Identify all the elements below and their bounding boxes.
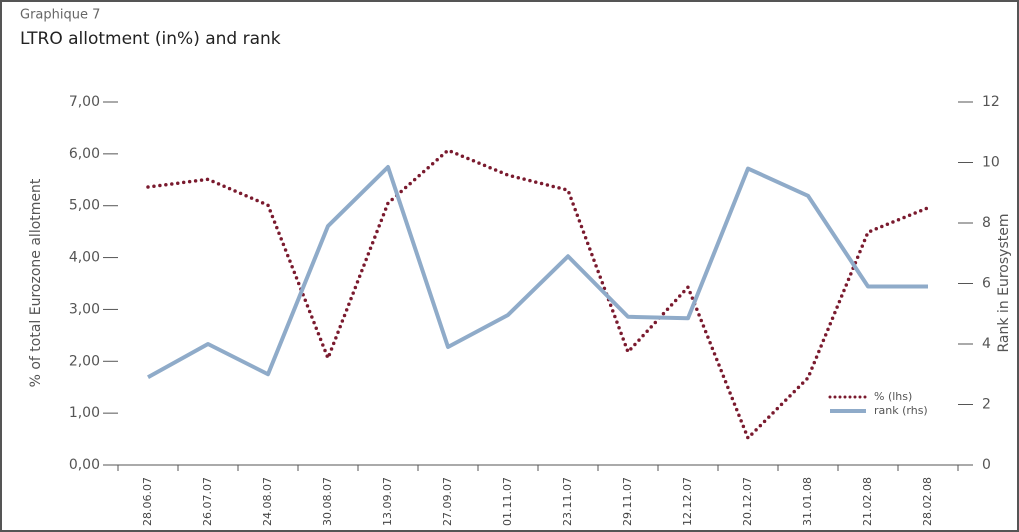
y2-tick-label: 0	[982, 457, 991, 473]
y2-tick-label: 12	[982, 94, 1000, 110]
y-tick-label: 2,00	[69, 353, 100, 369]
x-tick-label: 27.09.07	[441, 477, 454, 526]
y2-axis-label: Rank in Eurosystem	[996, 214, 1012, 353]
series-line	[147, 165, 928, 380]
chart-title: LTRO allotment (in%) and rank	[20, 29, 281, 49]
y-tick-label: 1,00	[69, 405, 100, 421]
x-tick-label: 01.11.07	[501, 477, 514, 526]
x-tick-label: 21.02.08	[861, 477, 874, 526]
x-tick-label: 12.12.07	[681, 477, 694, 526]
y-tick-label: 0,00	[69, 457, 100, 473]
y2-tick-label: 2	[982, 397, 991, 413]
x-tick-label: 13.09.07	[381, 477, 394, 526]
x-tick-label: 26.07.07	[201, 477, 214, 526]
x-tick-label: 29.11.07	[621, 477, 634, 526]
x-tick-label: 20.12.07	[741, 477, 754, 526]
x-tick-label: 23.11.07	[561, 477, 574, 526]
chart-kicker: Graphique 7	[20, 8, 100, 23]
y-tick-label: 6,00	[69, 146, 100, 162]
y2-tick-label: 6	[982, 276, 991, 292]
y2-tick-label: 8	[982, 215, 991, 231]
y-tick-label: 4,00	[69, 250, 100, 266]
y-tick-label: 5,00	[69, 198, 100, 214]
x-tick-label: 24.08.07	[261, 477, 274, 526]
y-axis-label: % of total Eurozone allotment	[28, 178, 44, 387]
legend-label: rank (rhs)	[874, 404, 928, 417]
y2-tick-label: 4	[982, 336, 991, 352]
y-tick-label: 7,00	[69, 94, 100, 110]
x-tick-label: 30.08.07	[321, 477, 334, 526]
y2-tick-label: 10	[982, 155, 1000, 171]
legend-label: % (lhs)	[874, 390, 912, 403]
x-tick-label: 28.06.07	[141, 477, 154, 526]
x-tick-label: 28.02.08	[921, 477, 934, 526]
x-tick-label: 31.01.08	[801, 477, 814, 526]
y-tick-label: 3,00	[69, 301, 100, 317]
series-line	[146, 148, 930, 440]
